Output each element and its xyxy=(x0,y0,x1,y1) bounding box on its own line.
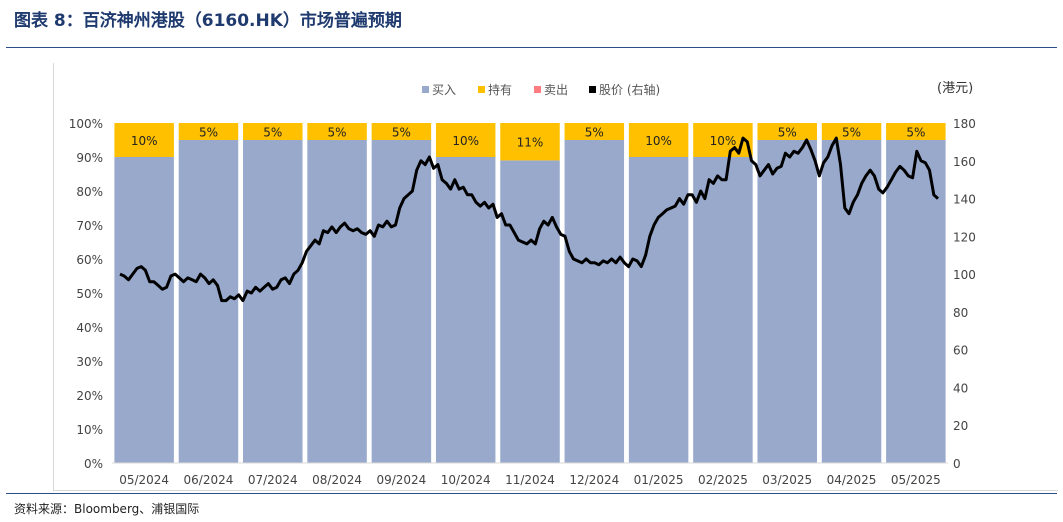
bar-hold-7 xyxy=(564,123,625,140)
bar-hold-2 xyxy=(243,123,303,140)
x-tick-label: 12/2024 xyxy=(569,473,619,487)
left-tick-label: 80% xyxy=(76,185,103,199)
x-tick-label: 05/2025 xyxy=(891,473,941,487)
hold-data-label-12: 5% xyxy=(906,126,925,140)
legend-label-3: 股价 (右轴) xyxy=(599,82,660,97)
right-tick-label: 100 xyxy=(953,268,976,282)
bar-hold-5 xyxy=(435,123,496,157)
bars-layer xyxy=(114,123,946,463)
right-tick-label: 160 xyxy=(953,155,976,169)
bar-hold-3 xyxy=(307,123,367,140)
x-tick-label: 06/2024 xyxy=(184,473,234,487)
bar-buy-3 xyxy=(307,140,367,463)
left-tick-label: 10% xyxy=(76,423,103,437)
title-divider xyxy=(6,47,1057,48)
left-tick-label: 0% xyxy=(84,457,103,471)
left-axis: 0% 10% 20% 30% 40% 50% 60% 70% 80% 90% 100% xyxy=(69,117,103,471)
bar-hold-0 xyxy=(114,123,174,157)
hold-data-label-6: 11% xyxy=(517,136,544,150)
right-tick-label: 180 xyxy=(953,117,976,131)
right-tick-label: 60 xyxy=(953,344,968,358)
price-line xyxy=(119,136,940,303)
x-tick-label: 02/2025 xyxy=(698,473,748,487)
bar-buy-5 xyxy=(435,157,496,463)
hold-data-label-11: 5% xyxy=(842,126,861,140)
bar-buy-8 xyxy=(628,157,689,463)
hold-data-label-1: 5% xyxy=(199,126,218,140)
x-tick-label: 09/2024 xyxy=(376,473,426,487)
hold-data-label-0: 10% xyxy=(131,134,158,148)
right-tick-label: 40 xyxy=(953,381,968,395)
left-tick-label: 70% xyxy=(76,219,103,233)
x-tick-label: 07/2024 xyxy=(248,473,298,487)
bar-hold-11 xyxy=(821,123,882,140)
hold-data-label-9: 10% xyxy=(710,134,737,148)
x-tick-label: 03/2025 xyxy=(762,473,812,487)
left-tick-label: 100% xyxy=(69,117,103,131)
right-tick-label: 80 xyxy=(953,306,968,320)
x-tick-label: 10/2024 xyxy=(441,473,491,487)
hold-data-label-4: 5% xyxy=(392,126,411,140)
left-tick-label: 90% xyxy=(76,151,103,165)
bar-hold-4 xyxy=(371,123,432,140)
bar-buy-7 xyxy=(564,140,625,463)
bar-buy-1 xyxy=(178,140,239,463)
price-line-layer xyxy=(119,136,940,303)
left-tick-label: 30% xyxy=(76,355,103,369)
hold-data-label-8: 10% xyxy=(645,134,672,148)
hold-data-label-7: 5% xyxy=(585,126,604,140)
bar-hold-10 xyxy=(757,123,817,140)
bar-buy-9 xyxy=(693,157,753,463)
left-tick-label: 50% xyxy=(76,287,103,301)
left-tick-label: 20% xyxy=(76,389,103,403)
legend-swatch-1 xyxy=(478,86,485,93)
chart-frame xyxy=(53,63,1058,491)
bar-buy-12 xyxy=(886,140,946,463)
right-tick-label: 140 xyxy=(953,193,976,207)
bar-hold-6 xyxy=(500,123,560,161)
hold-data-label-3: 5% xyxy=(328,126,347,140)
bar-hold-8 xyxy=(628,123,689,157)
legend-label-1: 持有 xyxy=(488,82,512,97)
left-tick-label: 60% xyxy=(76,253,103,267)
hold-data-label-2: 5% xyxy=(263,126,282,140)
right-axis: 0 20 40 60 80 100 120 140 160 180 xyxy=(953,117,976,471)
figure-title: 图表 8：百济神州港股（6160.HK）市场普遍预期 xyxy=(14,11,402,31)
legend-swatch-2 xyxy=(534,86,541,93)
legend-label-0: 买入 xyxy=(432,83,456,97)
left-tick-label: 40% xyxy=(76,321,103,335)
footer-divider xyxy=(6,493,1057,494)
right-tick-label: 0 xyxy=(953,457,961,471)
right-axis-unit: (港元) xyxy=(937,81,973,96)
x-tick-label: 01/2025 xyxy=(634,473,684,487)
bar-buy-4 xyxy=(371,140,432,463)
bar-hold-12 xyxy=(886,123,946,140)
legend: 买入 持有 卖出 股价 (右轴) xyxy=(422,82,660,97)
x-axis: 05/2024 06/2024 07/2024 08/2024 09/2024 10/20… xyxy=(112,462,948,487)
right-tick-label: 20 xyxy=(953,419,968,433)
x-tick-label: 04/2025 xyxy=(827,473,877,487)
source-note: 资料来源：Bloomberg、浦银国际 xyxy=(14,502,200,516)
hold-data-label-5: 10% xyxy=(452,134,479,148)
bar-buy-0 xyxy=(114,157,174,463)
bar-labels-layer: 10% 5% 5% 5% 5% 10% 11% 5% 10% 10% 5% 5% 5% xyxy=(131,126,926,150)
bar-buy-2 xyxy=(243,140,303,463)
bar-buy-11 xyxy=(821,140,882,463)
x-tick-label: 11/2024 xyxy=(505,473,555,487)
x-tick-label: 05/2024 xyxy=(119,473,169,487)
right-tick-label: 120 xyxy=(953,230,976,244)
x-tick-label: 08/2024 xyxy=(312,473,362,487)
legend-label-2: 卖出 xyxy=(544,83,568,97)
bar-buy-10 xyxy=(757,140,817,463)
legend-swatch-3 xyxy=(589,86,596,93)
bar-buy-6 xyxy=(500,160,560,463)
bar-hold-1 xyxy=(178,123,239,140)
legend-swatch-0 xyxy=(422,86,429,93)
hold-data-label-10: 5% xyxy=(778,126,797,140)
